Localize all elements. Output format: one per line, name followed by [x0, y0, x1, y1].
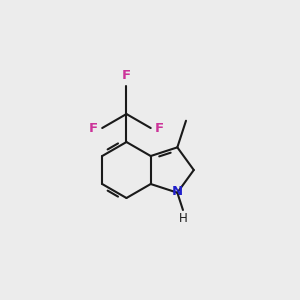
Text: N: N — [172, 185, 183, 198]
Text: H: H — [178, 212, 187, 225]
Text: F: F — [122, 69, 131, 82]
Text: F: F — [155, 122, 164, 134]
Text: F: F — [89, 122, 98, 134]
